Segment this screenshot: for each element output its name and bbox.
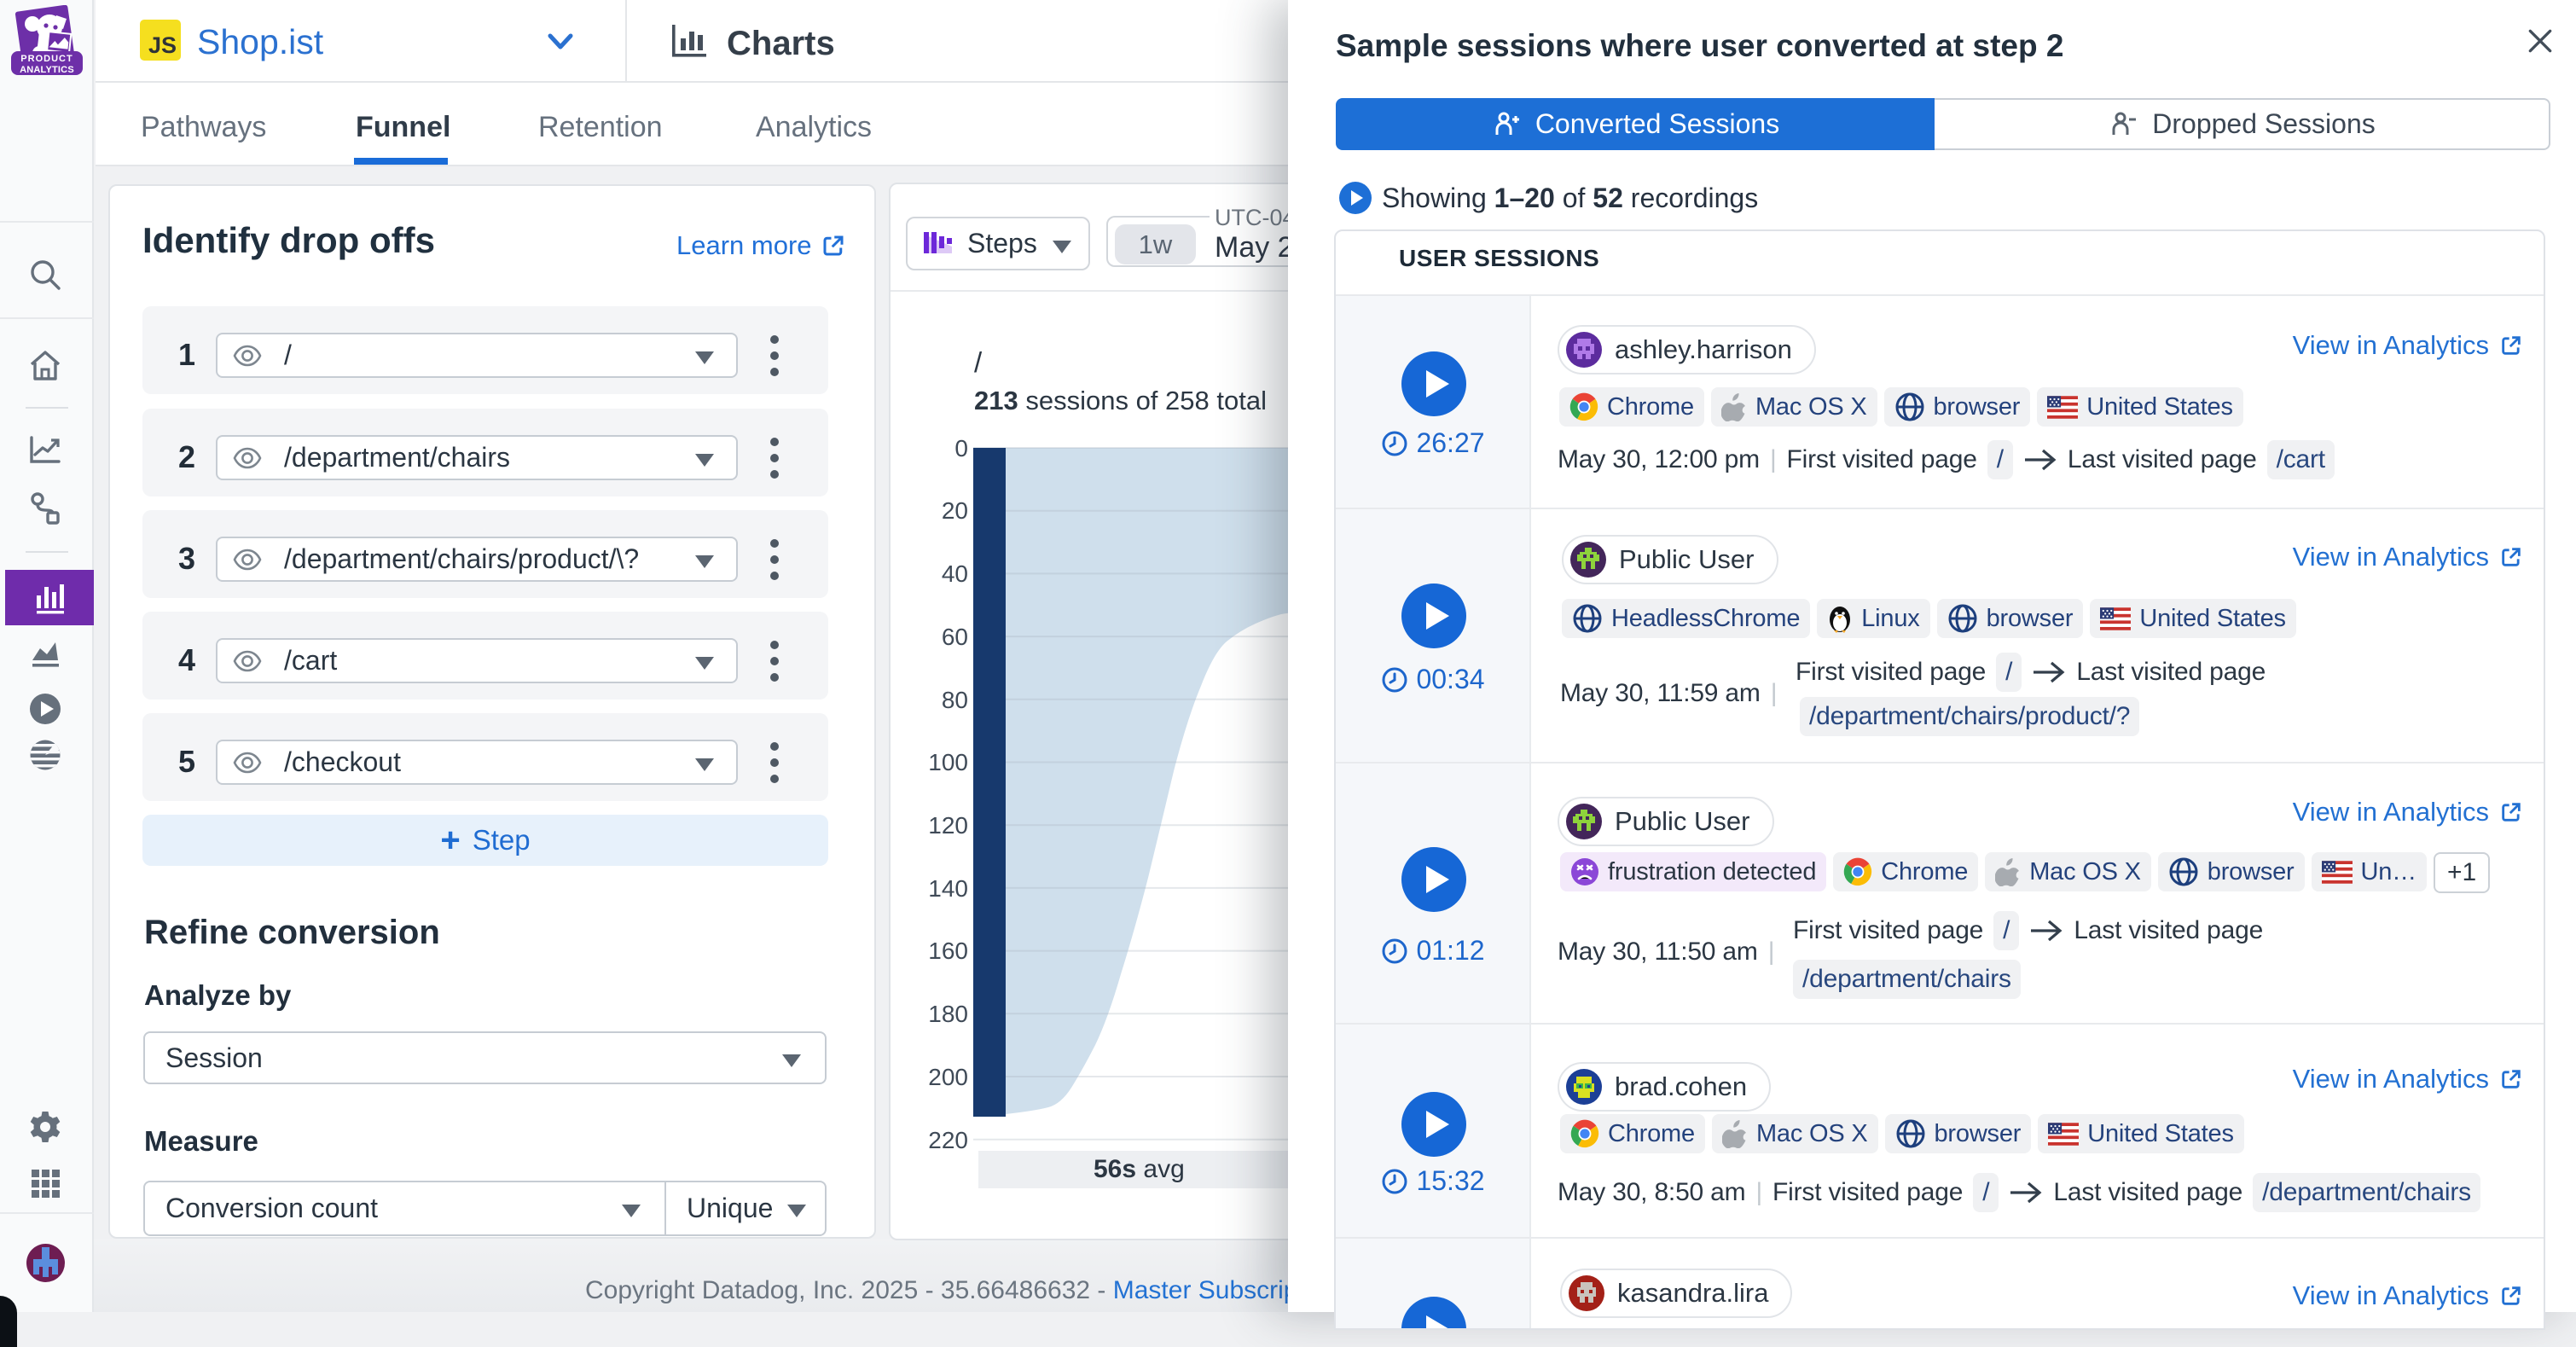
svg-text:40: 40	[942, 560, 968, 587]
svg-text:140: 140	[928, 875, 968, 902]
svg-text:0: 0	[954, 435, 968, 462]
svg-text:20: 20	[942, 497, 968, 524]
svg-text:220: 220	[928, 1127, 968, 1153]
svg-text:180: 180	[928, 1001, 968, 1027]
svg-text:200: 200	[928, 1064, 968, 1090]
svg-text:60: 60	[942, 624, 968, 650]
svg-text:213 sessions of 258 total: 213 sessions of 258 total	[974, 386, 1267, 415]
svg-text:160: 160	[928, 938, 968, 964]
svg-text:/: /	[974, 346, 983, 378]
svg-text:PRODUCT: PRODUCT	[20, 54, 73, 64]
svg-text:56s avg: 56s avg	[1094, 1155, 1185, 1183]
svg-text:100: 100	[928, 749, 968, 775]
svg-text:ANALYTICS: ANALYTICS	[20, 65, 74, 75]
svg-text:80: 80	[942, 687, 968, 713]
svg-text:120: 120	[928, 812, 968, 839]
